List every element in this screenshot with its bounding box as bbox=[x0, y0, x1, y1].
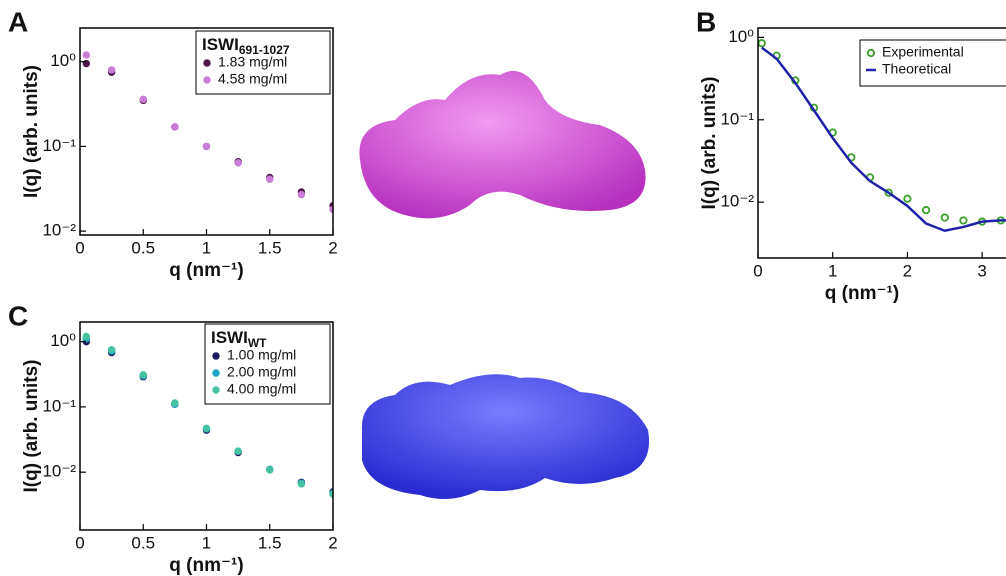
y-axis-label: I(q) (arb. units) bbox=[21, 360, 42, 493]
data-point bbox=[82, 51, 91, 59]
x-tick-label: 1 bbox=[828, 261, 837, 280]
x-tick-label: 0 bbox=[75, 533, 84, 552]
legend-box bbox=[195, 30, 331, 95]
data-point bbox=[266, 466, 274, 474]
data-point bbox=[171, 123, 179, 131]
data-point bbox=[202, 142, 211, 151]
legend-swatch bbox=[212, 386, 220, 394]
plot-area bbox=[82, 332, 333, 498]
legend-swatch bbox=[212, 369, 220, 377]
x-tick-label: 1 bbox=[202, 533, 211, 552]
data-point bbox=[921, 206, 931, 215]
y-tick-label: 10⁰ bbox=[50, 51, 76, 70]
x-tick-label: 0 bbox=[75, 238, 84, 257]
data-point bbox=[297, 190, 306, 199]
series-line bbox=[760, 46, 1006, 233]
panel-label: C bbox=[8, 300, 28, 331]
x-tick-label: 1.5 bbox=[258, 533, 282, 552]
magenta-envelope bbox=[359, 70, 646, 219]
legend-title: ISWI691-1027 bbox=[202, 35, 290, 57]
x-tick-label: 3 bbox=[977, 261, 986, 280]
data-point bbox=[234, 159, 242, 167]
data-point bbox=[234, 447, 242, 455]
legend-title-main: ISWI bbox=[202, 35, 239, 54]
data-point bbox=[884, 188, 893, 197]
y-axis-label: I(q) (arb. units) bbox=[21, 65, 42, 198]
data-point bbox=[171, 399, 179, 407]
legend-title: ISWIWT bbox=[211, 328, 267, 350]
data-point bbox=[903, 194, 912, 203]
data-point bbox=[107, 346, 116, 354]
data-point bbox=[107, 66, 116, 74]
x-tick-label: 1.5 bbox=[258, 238, 282, 257]
y-tick-label: 10⁰ bbox=[50, 331, 76, 350]
legend-box bbox=[204, 323, 331, 405]
y-axis-label: I(q) (arb. units) bbox=[699, 77, 720, 210]
legend-swatch bbox=[866, 48, 876, 58]
legend-label: 4.58 mg/ml bbox=[218, 71, 287, 87]
legend-label: Experimental bbox=[882, 44, 964, 60]
y-tick-label: 10⁰ bbox=[728, 27, 754, 46]
x-tick-label: 2 bbox=[328, 533, 337, 552]
x-axis-label: q (nm⁻¹) bbox=[825, 283, 899, 304]
blue-envelope bbox=[361, 374, 650, 499]
data-point bbox=[266, 175, 274, 183]
x-axis-label: q (nm⁻¹) bbox=[169, 555, 243, 576]
y-tick-label: 10⁻¹ bbox=[720, 109, 754, 128]
legend-swatch bbox=[212, 352, 220, 360]
legend-label: 1.83 mg/ml bbox=[218, 54, 287, 70]
y-tick-label: 10⁻¹ bbox=[42, 136, 76, 155]
legend-swatch bbox=[203, 76, 211, 84]
panel-label: A bbox=[8, 6, 28, 37]
y-tick-label: 10⁻¹ bbox=[42, 396, 76, 415]
y-tick-label: 10⁻² bbox=[42, 221, 76, 240]
legend-box bbox=[859, 39, 1006, 87]
legend-title-main: ISWI bbox=[211, 328, 248, 347]
legend-label: Theoretical bbox=[882, 61, 951, 77]
legend-label: 2.00 mg/ml bbox=[227, 364, 296, 380]
data-point bbox=[139, 371, 147, 379]
plot-area bbox=[758, 39, 1006, 233]
data-point bbox=[959, 216, 968, 225]
legend-label: 4.00 mg/ml bbox=[227, 381, 296, 397]
y-tick-label: 10⁻² bbox=[42, 462, 76, 481]
x-axis-label: q (nm⁻¹) bbox=[169, 260, 243, 281]
data-point bbox=[297, 480, 306, 488]
legend-swatch bbox=[203, 59, 211, 67]
legend-title-sub: WT bbox=[248, 336, 267, 350]
x-tick-label: 1 bbox=[202, 238, 211, 257]
x-tick-label: 0.5 bbox=[131, 238, 155, 257]
axes-frame bbox=[757, 27, 1006, 259]
legend-title-sub: 691-1027 bbox=[239, 43, 290, 57]
data-point bbox=[82, 332, 91, 341]
y-tick-label: 10⁻² bbox=[720, 192, 754, 211]
panel-label: B bbox=[696, 6, 716, 37]
x-tick-label: 2 bbox=[903, 261, 912, 280]
legend-label: 1.00 mg/ml bbox=[227, 347, 296, 363]
data-point bbox=[139, 95, 147, 103]
x-tick-label: 2 bbox=[328, 238, 337, 257]
data-point bbox=[758, 39, 766, 48]
data-point bbox=[202, 424, 211, 433]
data-point bbox=[940, 213, 949, 222]
x-tick-label: 0.5 bbox=[131, 533, 155, 552]
plot-area bbox=[82, 51, 333, 214]
x-tick-label: 0 bbox=[753, 261, 762, 280]
